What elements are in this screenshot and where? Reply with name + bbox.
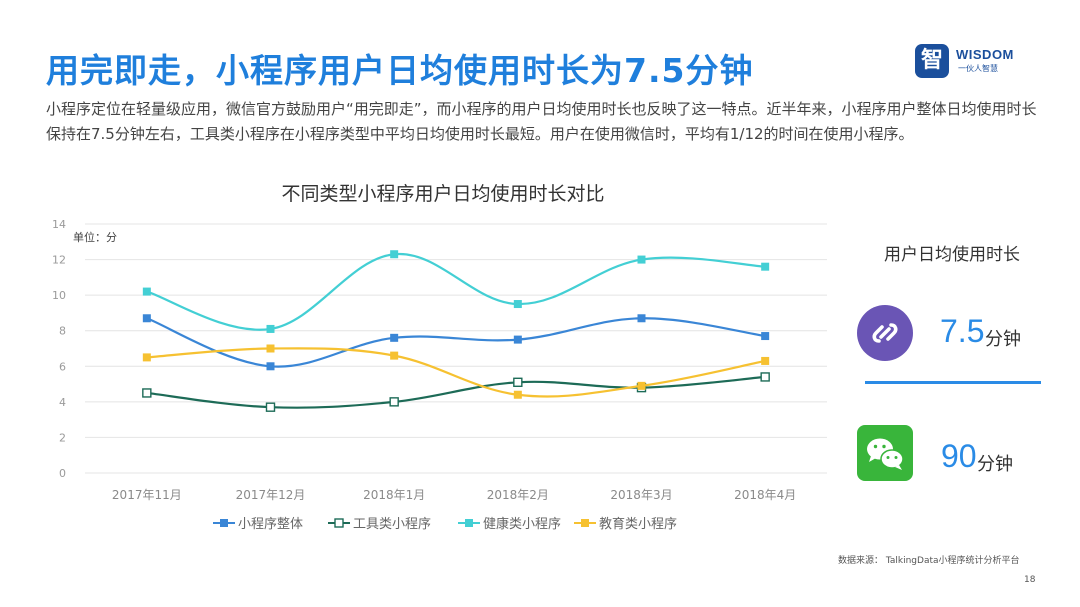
sidebar-divider (865, 381, 1041, 384)
data-point-marker (142, 314, 151, 323)
mini-program-duration-value: 7.5 (940, 313, 985, 349)
series-line-2 (146, 375, 766, 409)
y-tick-label: 2 (59, 431, 66, 444)
data-point-marker (513, 335, 522, 344)
data-point-marker (390, 333, 399, 342)
data-point-marker (513, 390, 522, 399)
data-point-marker (760, 372, 770, 382)
legend-label-1: 小程序整体 (238, 517, 303, 532)
logo-badge: 智 (915, 44, 949, 78)
sidebar-title: 用户日均使用时长 (884, 245, 1020, 265)
legend-label-3: 健康类小程序 (483, 516, 561, 532)
data-point-marker (513, 377, 523, 387)
x-tick-label: 2018年4月 (734, 488, 796, 502)
y-tick-label: 4 (59, 396, 66, 409)
line-chart: 不同类型小程序用户日均使用时长对比 0 2 4 6 8 10 12 14 单位：分 2017年11月… (52, 183, 827, 532)
mini-program-duration-unit: 分钟 (985, 329, 1021, 350)
data-point-marker (265, 402, 276, 412)
y-tick-label: 10 (52, 289, 66, 302)
data-point-marker (761, 332, 770, 341)
wechat-duration-unit: 分钟 (977, 454, 1013, 475)
data-source: 数据来源： TalkingData小程序统计分析平台 (838, 556, 1020, 566)
x-tick-label: 2018年1月 (363, 488, 425, 502)
data-point-marker (266, 324, 275, 333)
data-point-marker (266, 344, 275, 353)
y-tick-label: 0 (59, 467, 66, 480)
legend-label-2: 工具类小程序 (353, 517, 431, 532)
logo-text: WISDOM (956, 47, 1014, 62)
x-tick-label: 2018年3月 (610, 488, 672, 502)
series-line-1 (146, 317, 766, 368)
x-tick-label: 2017年12月 (236, 488, 306, 502)
wisdom-logo: 智 WISDOM 一伙人智慧 (915, 44, 1015, 80)
x-tick-label: 2018年2月 (487, 488, 549, 502)
data-point-marker (142, 353, 151, 362)
y-tick-label: 12 (52, 254, 66, 267)
page-title: 用完即走，小程序用户日均使用时长为7.5分钟 (46, 51, 754, 90)
legend-marker-3 (465, 519, 473, 527)
data-point-marker (390, 351, 399, 360)
data-point-marker (761, 262, 770, 271)
data-point-marker (761, 356, 770, 365)
y-tick-label: 14 (52, 218, 66, 231)
legend-label-4: 教育类小程序 (599, 516, 677, 532)
data-point-marker (266, 362, 275, 371)
series-line-4 (146, 347, 766, 398)
series-line-3 (146, 253, 766, 331)
wechat-icon (857, 425, 913, 481)
page-number: 18 (1024, 575, 1036, 585)
data-point-marker (637, 255, 646, 264)
data-point-marker (142, 287, 151, 296)
legend-marker-4 (581, 519, 589, 527)
description-paragraph: 小程序定位在轻量级应用，微信官方鼓励用户“用完即走”，而小程序的用户日均使用时长… (46, 100, 1037, 143)
mini-program-icon (857, 305, 913, 361)
legend-marker-2 (334, 518, 344, 528)
data-point-marker (390, 250, 399, 259)
unit-label: 单位：分 (73, 230, 117, 244)
data-point-marker (142, 388, 152, 398)
y-tick-label: 8 (59, 325, 66, 338)
data-point-marker (389, 397, 399, 407)
data-point-marker (513, 300, 522, 309)
chart-title: 不同类型小程序用户日均使用时长对比 (281, 183, 604, 205)
legend-marker-1 (220, 519, 228, 527)
logo-subtext: 一伙人智慧 (958, 64, 998, 73)
data-point-marker (637, 314, 646, 323)
x-tick-label: 2017年11月 (112, 488, 182, 502)
data-point-marker (637, 381, 646, 390)
wechat-duration-value: 90 (941, 438, 977, 474)
y-tick-label: 6 (59, 360, 66, 373)
